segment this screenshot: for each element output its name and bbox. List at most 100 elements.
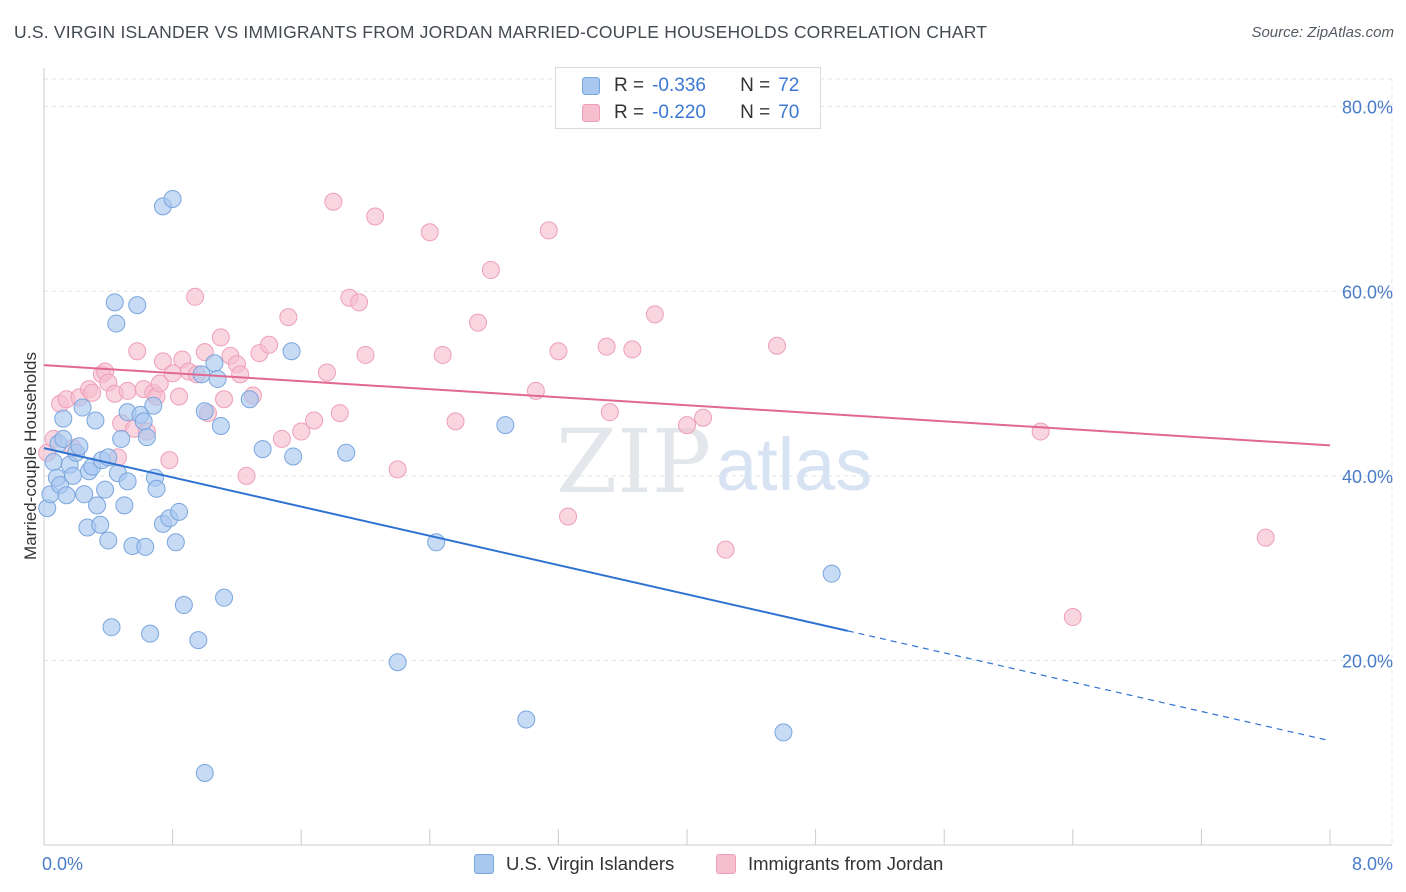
data-point-jordan: [231, 365, 250, 384]
data-point-virgin-islanders: [215, 588, 234, 607]
data-point-virgin-islanders: [70, 437, 89, 456]
n-value: 70: [778, 102, 800, 123]
data-point-virgin-islanders: [54, 409, 73, 428]
data-point-virgin-islanders: [99, 531, 118, 550]
data-point-virgin-islanders: [517, 710, 536, 729]
data-point-jordan: [549, 342, 568, 361]
data-point-jordan: [597, 337, 616, 356]
data-point-virgin-islanders: [144, 396, 163, 415]
data-point-virgin-islanders: [96, 480, 115, 499]
series-us-virgin-islanders: [38, 189, 841, 783]
y-tick-label: 80.0%: [1342, 98, 1393, 118]
data-point-jordan: [211, 328, 230, 347]
legend-stats: R = -0.336 N = 72 R = -0.220 N = 70: [555, 67, 821, 129]
data-point-virgin-islanders: [195, 764, 214, 783]
data-point-jordan: [1256, 528, 1275, 547]
data-point-virgin-islanders: [211, 417, 230, 436]
data-point-virgin-islanders: [44, 453, 63, 471]
legend-swatch-pink: [716, 854, 736, 874]
data-point-virgin-islanders: [88, 496, 107, 515]
legend-item-us-virgin-islanders: U.S. Virgin Islanders: [474, 852, 674, 876]
chart-title: U.S. VIRGIN ISLANDER VS IMMIGRANTS FROM …: [14, 22, 988, 42]
n-label: N =: [740, 102, 771, 123]
data-point-jordan: [279, 308, 298, 327]
data-point-jordan: [324, 192, 343, 211]
data-point-virgin-islanders: [105, 293, 124, 312]
data-point-virgin-islanders: [174, 596, 193, 615]
data-point-jordan: [260, 335, 279, 354]
data-point-jordan: [600, 403, 619, 422]
data-point-jordan: [186, 287, 205, 306]
data-point-jordan: [559, 507, 578, 526]
source-label: Source: ZipAtlas.com: [1251, 24, 1394, 41]
legend-label: Immigrants from Jordan: [748, 853, 944, 874]
legend-swatch-pink: [582, 104, 600, 122]
data-point-virgin-islanders: [170, 502, 189, 521]
n-label: N =: [740, 75, 771, 96]
data-point-jordan: [481, 261, 500, 280]
data-point-virgin-islanders: [73, 398, 92, 417]
data-point-virgin-islanders: [54, 429, 73, 448]
data-point-jordan: [1063, 608, 1082, 627]
r-label: R =: [614, 75, 645, 96]
data-point-jordan: [118, 381, 137, 400]
data-point-jordan: [237, 466, 256, 485]
data-point-virgin-islanders: [253, 440, 272, 459]
data-point-virgin-islanders: [282, 342, 301, 361]
data-point-virgin-islanders: [208, 369, 227, 388]
legend-stats-row-pink: R = -0.220 N = 70: [582, 101, 799, 125]
data-point-virgin-islanders: [240, 390, 259, 409]
data-point-virgin-islanders: [128, 296, 147, 315]
legend-swatch-blue: [474, 854, 494, 874]
legend-stats-row-blue: R = -0.336 N = 72: [582, 74, 799, 98]
data-point-jordan: [469, 313, 488, 332]
data-point-jordan: [678, 416, 696, 435]
data-point-jordan: [366, 207, 385, 226]
data-point-virgin-islanders: [284, 447, 303, 466]
data-point-virgin-islanders: [774, 723, 793, 742]
data-point-virgin-islanders: [112, 429, 131, 448]
y-tick-label: 20.0%: [1342, 651, 1393, 671]
data-point-virgin-islanders: [822, 564, 841, 583]
data-point-jordan: [446, 412, 465, 431]
data-point-jordan: [272, 429, 291, 448]
trend-line-virgin-islanders-extrapolated: [847, 630, 1331, 742]
data-point-jordan: [768, 336, 787, 355]
y-tick-labels: 20.0% 40.0% 60.0% 80.0%: [1342, 98, 1393, 672]
trend-line-virgin-islanders: [43, 447, 848, 632]
watermark-atlas: atlas: [716, 423, 872, 506]
data-point-virgin-islanders: [86, 411, 105, 430]
data-point-virgin-islanders: [205, 354, 224, 373]
y-tick-label: 60.0%: [1342, 282, 1393, 302]
data-point-virgin-islanders: [337, 443, 356, 462]
data-point-jordan: [83, 383, 102, 402]
trend-line-jordan: [43, 364, 1331, 447]
y-tick-label: 40.0%: [1342, 467, 1393, 487]
legend-label: U.S. Virgin Islanders: [506, 853, 675, 874]
data-point-virgin-islanders: [147, 479, 166, 498]
data-point-virgin-islanders: [118, 472, 137, 491]
data-point-jordan: [433, 345, 452, 364]
data-point-virgin-islanders: [57, 486, 76, 505]
data-point-jordan: [160, 451, 179, 470]
x-tick-label-start: 0.0%: [42, 854, 83, 874]
data-point-jordan: [170, 387, 189, 406]
data-point-virgin-islanders: [63, 466, 82, 485]
legend-item-immigrants-from-jordan: Immigrants from Jordan: [716, 852, 943, 876]
data-point-jordan: [350, 293, 369, 312]
data-point-jordan: [128, 342, 147, 361]
data-point-jordan: [1031, 422, 1050, 441]
data-point-virgin-islanders: [163, 189, 182, 208]
data-point-virgin-islanders: [115, 496, 134, 515]
n-value: 72: [778, 75, 800, 96]
y-axis-label: Married-couple Households: [21, 352, 40, 560]
legend-swatch-blue: [582, 77, 600, 95]
data-point-virgin-islanders: [75, 485, 94, 504]
data-point-virgin-islanders: [136, 537, 155, 556]
data-point-jordan: [317, 363, 336, 382]
data-point-virgin-islanders: [496, 416, 515, 435]
data-point-virgin-islanders: [134, 412, 153, 431]
watermark: ZIP atlas: [556, 410, 872, 513]
data-point-jordan: [153, 352, 172, 371]
